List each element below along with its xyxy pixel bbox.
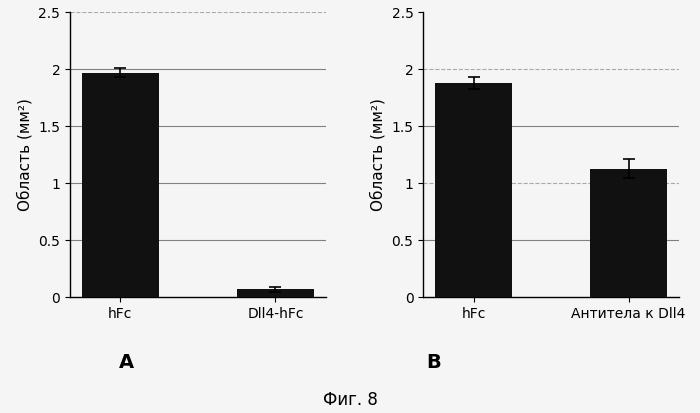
Text: B: B [426, 353, 442, 372]
Y-axis label: Область (мм²): Область (мм²) [370, 98, 386, 211]
Text: Фиг. 8: Фиг. 8 [323, 391, 377, 409]
Bar [590, 169, 667, 297]
Bar [82, 73, 159, 297]
Text: A: A [118, 353, 134, 372]
Bar [237, 290, 314, 297]
Y-axis label: Область (мм²): Область (мм²) [17, 98, 33, 211]
Bar [435, 83, 512, 297]
